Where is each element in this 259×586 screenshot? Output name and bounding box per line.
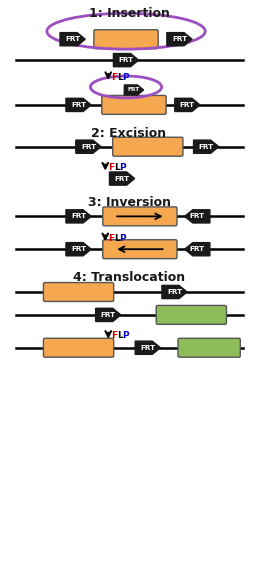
Text: FRT: FRT <box>140 345 155 351</box>
Text: FRT: FRT <box>172 36 187 42</box>
Polygon shape <box>96 308 121 322</box>
Text: FRT: FRT <box>180 102 195 108</box>
Text: FRT: FRT <box>65 36 80 42</box>
Text: L: L <box>117 331 123 340</box>
Text: FRT: FRT <box>71 102 86 108</box>
Text: FRT: FRT <box>71 246 86 252</box>
Text: P: P <box>119 234 126 243</box>
Polygon shape <box>175 98 200 111</box>
Text: L: L <box>114 234 119 243</box>
Polygon shape <box>193 140 219 154</box>
Text: FRT: FRT <box>199 144 214 149</box>
Text: FRT: FRT <box>167 289 182 295</box>
Text: F: F <box>108 234 114 243</box>
FancyBboxPatch shape <box>44 338 114 357</box>
Polygon shape <box>66 210 91 223</box>
Text: FRT: FRT <box>81 144 96 149</box>
Polygon shape <box>167 33 192 46</box>
Polygon shape <box>124 85 143 95</box>
FancyBboxPatch shape <box>156 305 226 324</box>
Polygon shape <box>185 210 210 223</box>
FancyBboxPatch shape <box>94 30 158 49</box>
Text: P: P <box>122 73 129 81</box>
Text: P: P <box>122 331 129 340</box>
FancyBboxPatch shape <box>44 282 114 301</box>
Text: F: F <box>108 163 114 172</box>
Text: FRT: FRT <box>71 213 86 219</box>
Text: L: L <box>117 73 123 81</box>
Text: F: F <box>111 73 117 81</box>
Polygon shape <box>66 243 91 256</box>
Polygon shape <box>76 140 101 154</box>
FancyBboxPatch shape <box>103 240 177 258</box>
FancyBboxPatch shape <box>103 207 177 226</box>
Text: FRT: FRT <box>190 213 205 219</box>
Text: FRT: FRT <box>128 87 140 93</box>
Polygon shape <box>185 243 210 256</box>
Text: 2: Excision: 2: Excision <box>91 127 167 140</box>
Text: P: P <box>119 163 126 172</box>
Polygon shape <box>110 172 135 185</box>
Polygon shape <box>113 53 139 67</box>
Polygon shape <box>66 98 91 111</box>
Text: F: F <box>111 331 117 340</box>
Text: FRT: FRT <box>114 176 130 182</box>
FancyBboxPatch shape <box>102 96 166 114</box>
Text: L: L <box>114 163 119 172</box>
Text: 1: Insertion: 1: Insertion <box>89 8 169 21</box>
Text: FRT: FRT <box>190 246 205 252</box>
Polygon shape <box>162 285 187 299</box>
FancyBboxPatch shape <box>113 137 183 156</box>
Polygon shape <box>135 341 160 355</box>
Text: FRT: FRT <box>101 312 116 318</box>
FancyBboxPatch shape <box>178 338 240 357</box>
Text: FRT: FRT <box>118 57 134 63</box>
Text: 3: Inversion: 3: Inversion <box>88 196 170 209</box>
Text: 4: Translocation: 4: Translocation <box>73 271 185 284</box>
Polygon shape <box>60 33 85 46</box>
